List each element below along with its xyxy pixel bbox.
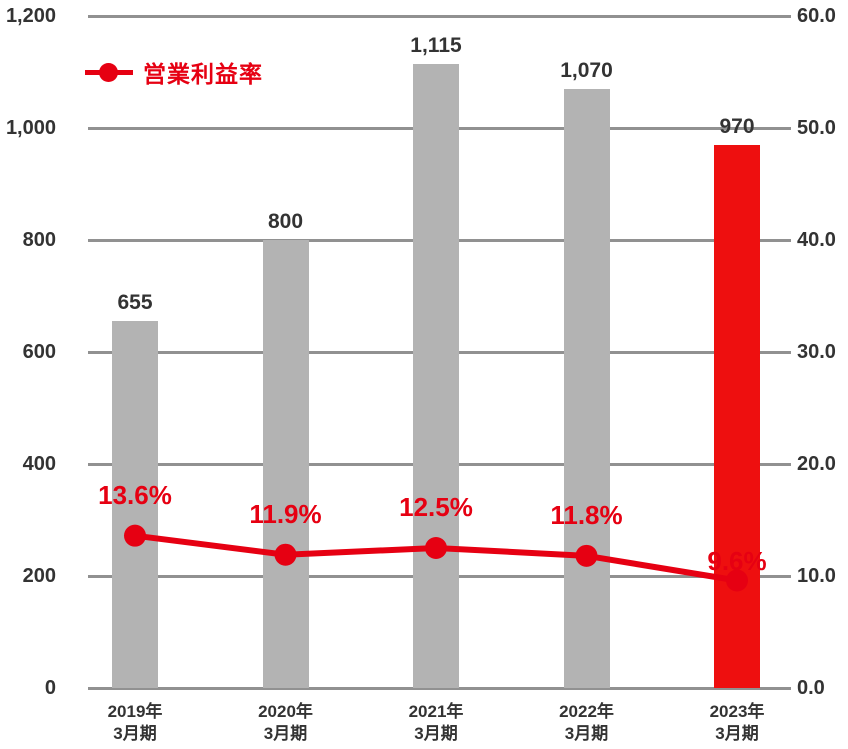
legend-label: 営業利益率 bbox=[143, 61, 263, 87]
x-axis-label: 2020年 3月期 bbox=[258, 702, 313, 743]
right-axis-tick: 40.0 bbox=[797, 229, 836, 251]
left-axis-tick: 200 bbox=[22, 565, 56, 587]
left-axis-tick: 400 bbox=[22, 453, 56, 475]
right-axis-tick: 0.0 bbox=[797, 677, 825, 699]
legend-line-marker-icon bbox=[85, 58, 133, 86]
bar bbox=[112, 321, 158, 688]
gridline bbox=[88, 14, 791, 18]
line-value-label: 11.8% bbox=[550, 499, 623, 530]
line-value-label: 11.9% bbox=[249, 498, 322, 529]
right-axis-tick: 10.0 bbox=[797, 565, 836, 587]
bar-highlight bbox=[714, 144, 760, 688]
bar-value-label: 970 bbox=[719, 114, 755, 138]
right-axis-tick: 30.0 bbox=[797, 341, 836, 363]
bar-value-label: 1,070 bbox=[560, 58, 613, 82]
x-axis-label: 2019年 3月期 bbox=[107, 702, 163, 743]
line-value-label: 9.6% bbox=[707, 546, 767, 577]
line-value-label: 13.6% bbox=[98, 479, 172, 510]
left-axis-tick: 1,000 bbox=[5, 117, 56, 139]
bar bbox=[413, 63, 459, 688]
bar bbox=[563, 88, 610, 688]
left-axis-tick: 1,200 bbox=[5, 5, 56, 27]
bar-value-label: 1,115 bbox=[410, 33, 462, 57]
x-axis-line bbox=[88, 686, 791, 690]
bar-value-label: 800 bbox=[267, 210, 304, 233]
bar bbox=[262, 240, 309, 688]
x-axis-label: 2021年 3月期 bbox=[408, 702, 464, 743]
line-value-label: 12.5% bbox=[399, 492, 473, 522]
bar-value-label: 655 bbox=[117, 291, 153, 315]
x-axis-label: 2022年 3月期 bbox=[559, 702, 614, 743]
left-axis-tick: 600 bbox=[22, 341, 56, 363]
left-axis-tick: 0 bbox=[44, 677, 56, 699]
legend: 営業利益率 bbox=[85, 55, 263, 89]
right-axis-tick: 60.0 bbox=[797, 5, 836, 27]
left-axis-tick: 800 bbox=[22, 229, 56, 251]
x-axis-label: 2023年 3月期 bbox=[709, 702, 765, 743]
right-axis-tick: 20.0 bbox=[797, 453, 836, 475]
right-axis-tick: 50.0 bbox=[797, 117, 836, 139]
